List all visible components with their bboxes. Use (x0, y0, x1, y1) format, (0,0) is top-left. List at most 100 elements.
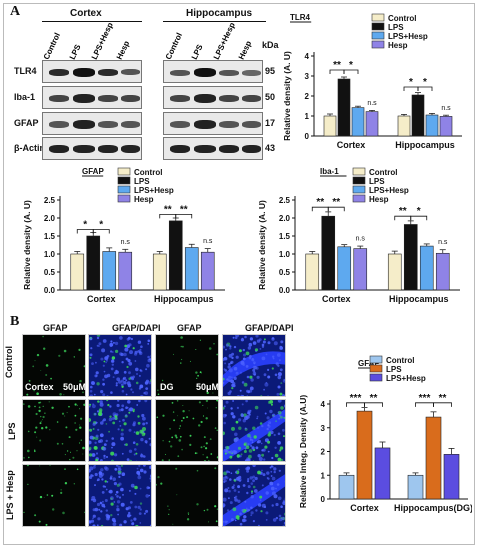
cell-dot (123, 352, 127, 357)
band (170, 70, 190, 76)
micrograph-texture (156, 467, 218, 525)
cell-dot (261, 453, 265, 457)
cell-dot (126, 381, 131, 386)
cell-dot (89, 336, 92, 340)
cell-dot (119, 425, 122, 427)
cell-dot (45, 426, 48, 429)
cell-dot (267, 395, 270, 396)
cell-dot (144, 400, 148, 403)
cell-dot (140, 454, 144, 458)
cell-dot (118, 482, 122, 486)
cell-dot (147, 343, 150, 345)
cell-dot (238, 418, 242, 422)
cell-dot (251, 492, 253, 494)
cell-dot (260, 395, 263, 396)
cell-dot (225, 476, 229, 480)
cell-dot (189, 443, 192, 446)
cell-dot (226, 520, 228, 523)
cell-dot (223, 497, 227, 502)
cell-dot (95, 452, 99, 455)
band (121, 69, 140, 75)
cell-dot (267, 450, 270, 453)
band (219, 145, 239, 153)
micrograph-r1-c1 (88, 399, 152, 462)
cell-dot (106, 481, 109, 483)
cell-dot (128, 408, 132, 412)
col-header-gfap-2: GFAP (177, 323, 202, 333)
y-tick-label: 1.0 (44, 250, 56, 259)
cell-dot (243, 450, 247, 453)
cell-dot (284, 404, 285, 408)
micrograph-r1-c2 (155, 399, 219, 462)
cell-dot (102, 485, 105, 488)
cell-dot (234, 519, 237, 522)
cell-dot (249, 476, 253, 480)
cell-dot (108, 417, 113, 422)
cell-dot (261, 356, 266, 361)
x-tick-label: Cortex (350, 503, 379, 513)
cell-dot (284, 379, 285, 382)
cell-dot (223, 381, 225, 385)
sig-label: ** (316, 197, 324, 208)
cell-dot (238, 460, 240, 461)
hippocampus-underline (163, 21, 266, 22)
bar (356, 410, 373, 500)
cell-dot (246, 508, 250, 512)
cell-dot (216, 508, 218, 510)
cell-dot (265, 519, 268, 521)
cell-dot (241, 509, 244, 512)
cell-dot (280, 517, 282, 519)
cell-dot (127, 359, 131, 363)
cell-dot (206, 508, 209, 511)
y-axis-label: Relative density (A. U) (22, 200, 32, 290)
cell-dot (261, 424, 264, 428)
cell-dot (150, 480, 151, 483)
cell-dot (64, 482, 68, 485)
micrograph-r2-c1 (88, 464, 152, 527)
band (98, 145, 118, 153)
cell-dot (223, 503, 226, 507)
cell-dot (277, 432, 281, 436)
cell-dot (249, 438, 252, 441)
cell-dot (134, 492, 137, 495)
cell-dot (270, 486, 275, 491)
micrograph-texture (223, 400, 285, 461)
cell-dot (112, 376, 115, 379)
cell-dot (39, 439, 42, 442)
cell-dot (249, 375, 253, 379)
cell-dot (115, 413, 119, 416)
cell-dot (51, 494, 54, 497)
cell-dot (279, 346, 283, 350)
cell-dot (160, 482, 163, 485)
cell-dot (282, 428, 285, 432)
cell-dot (110, 340, 113, 343)
cell-dot (124, 344, 128, 348)
cell-dot (267, 400, 272, 404)
cell-dot (275, 362, 279, 366)
bar (338, 474, 355, 500)
cell-dot (259, 348, 262, 350)
cell-dot (253, 489, 258, 493)
cell-dot (273, 467, 277, 471)
y-tick-label: 2.0 (44, 214, 56, 223)
cell-dot (92, 465, 96, 469)
cell-dot (171, 402, 174, 404)
micrograph-texture (89, 400, 151, 461)
cell-dot (239, 455, 242, 458)
sig-label: * (423, 77, 427, 88)
legend-swatch (117, 194, 131, 203)
cell-dot (229, 450, 234, 454)
cell-dot (144, 381, 149, 385)
cell-dot (145, 387, 149, 390)
cell-dot (171, 436, 174, 439)
cell-dot (28, 380, 31, 382)
cell-dot (250, 514, 253, 517)
cell-dot (261, 484, 264, 487)
cell-dot (135, 381, 139, 385)
cell-dot (284, 497, 285, 500)
cell-dot (236, 406, 239, 409)
cell-dot (74, 422, 76, 424)
cell-dot (134, 505, 138, 509)
cell-dot (172, 411, 175, 413)
cell-dot (280, 340, 284, 344)
